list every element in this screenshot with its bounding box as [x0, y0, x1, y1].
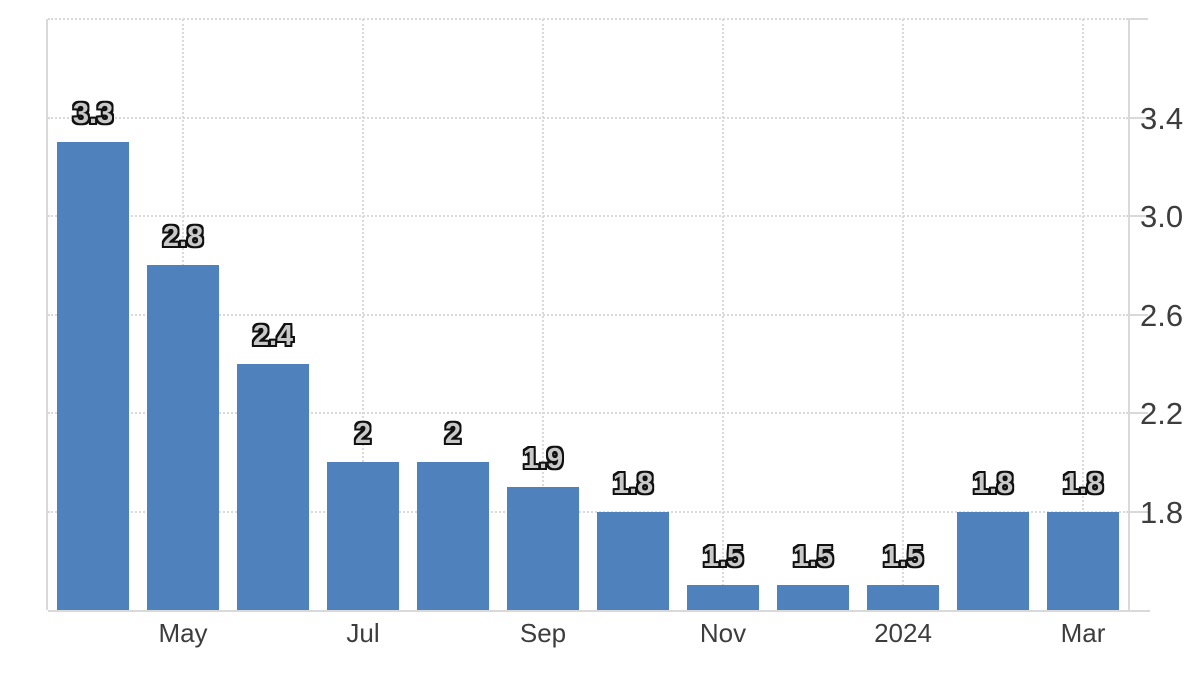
- x-axis-tick-label: Nov: [699, 618, 747, 648]
- gridline-vertical: [362, 19, 364, 610]
- bar: [687, 585, 759, 610]
- bar: [147, 265, 219, 610]
- y-axis-line: [1128, 19, 1130, 610]
- y-axis-tick-label: 2.2: [1140, 396, 1184, 431]
- x-axis-tick-label: Jul: [346, 618, 380, 648]
- bar-value-label: 1.5: [702, 541, 744, 574]
- gridline-horizontal: [48, 215, 1128, 217]
- y-tick-mark: [1128, 18, 1148, 20]
- bar-value-label: 1.8: [612, 467, 654, 500]
- bar-value-label: 2.4: [252, 319, 294, 352]
- bar-value-label: 1.5: [792, 541, 834, 574]
- bar: [327, 462, 399, 610]
- y-tick-mark: [1128, 412, 1148, 414]
- y-tick-mark: [1128, 116, 1148, 119]
- bar: [1047, 511, 1119, 610]
- y-axis-tick-label: 3.0: [1140, 199, 1184, 234]
- x-axis-tick-label: 2024: [874, 618, 932, 648]
- gridline-vertical: [542, 19, 544, 610]
- bar: [957, 511, 1029, 610]
- gridline-vertical: [1082, 19, 1084, 610]
- gridline-horizontal: [48, 116, 1128, 119]
- x-axis-tick-label: Mar: [1060, 618, 1106, 648]
- bar-value-label: 1.8: [1062, 467, 1104, 500]
- bar: [597, 511, 669, 610]
- gridline-vertical: [722, 19, 724, 610]
- bar: [777, 585, 849, 610]
- bar: [507, 486, 579, 610]
- bar: [57, 142, 129, 610]
- gridline-horizontal: [48, 510, 1128, 513]
- bar-value-label: 2: [444, 418, 462, 451]
- y-axis-tick-label: 2.6: [1140, 297, 1184, 333]
- gridline-vertical: [902, 19, 904, 610]
- bar-value-label: 1.9: [522, 442, 564, 475]
- bar: [237, 363, 309, 610]
- bar-value-label: 2: [354, 418, 372, 451]
- x-axis-tick-label: May: [158, 618, 208, 648]
- x-axis-tick-label: Sep: [519, 618, 567, 648]
- bar-value-label: 3.3: [72, 98, 114, 131]
- gridline-horizontal: [48, 18, 1128, 20]
- bar: [417, 462, 489, 610]
- y-axis-tick-label: 1.8: [1140, 494, 1184, 530]
- y-tick-mark: [1128, 313, 1148, 316]
- y-tick-mark: [1128, 510, 1148, 513]
- y-tick-mark: [1128, 215, 1148, 217]
- bar-value-label: 2.8: [162, 221, 204, 254]
- bar-value-label: 1.8: [972, 467, 1014, 500]
- plot-left-border: [46, 19, 48, 610]
- bar: [867, 585, 939, 610]
- bar-value-label: 1.5: [882, 541, 924, 574]
- gridline-horizontal: [48, 412, 1128, 414]
- y-axis-tick-label: 3.4: [1140, 100, 1184, 136]
- x-axis-line: [48, 610, 1150, 612]
- gridline-horizontal: [48, 313, 1128, 316]
